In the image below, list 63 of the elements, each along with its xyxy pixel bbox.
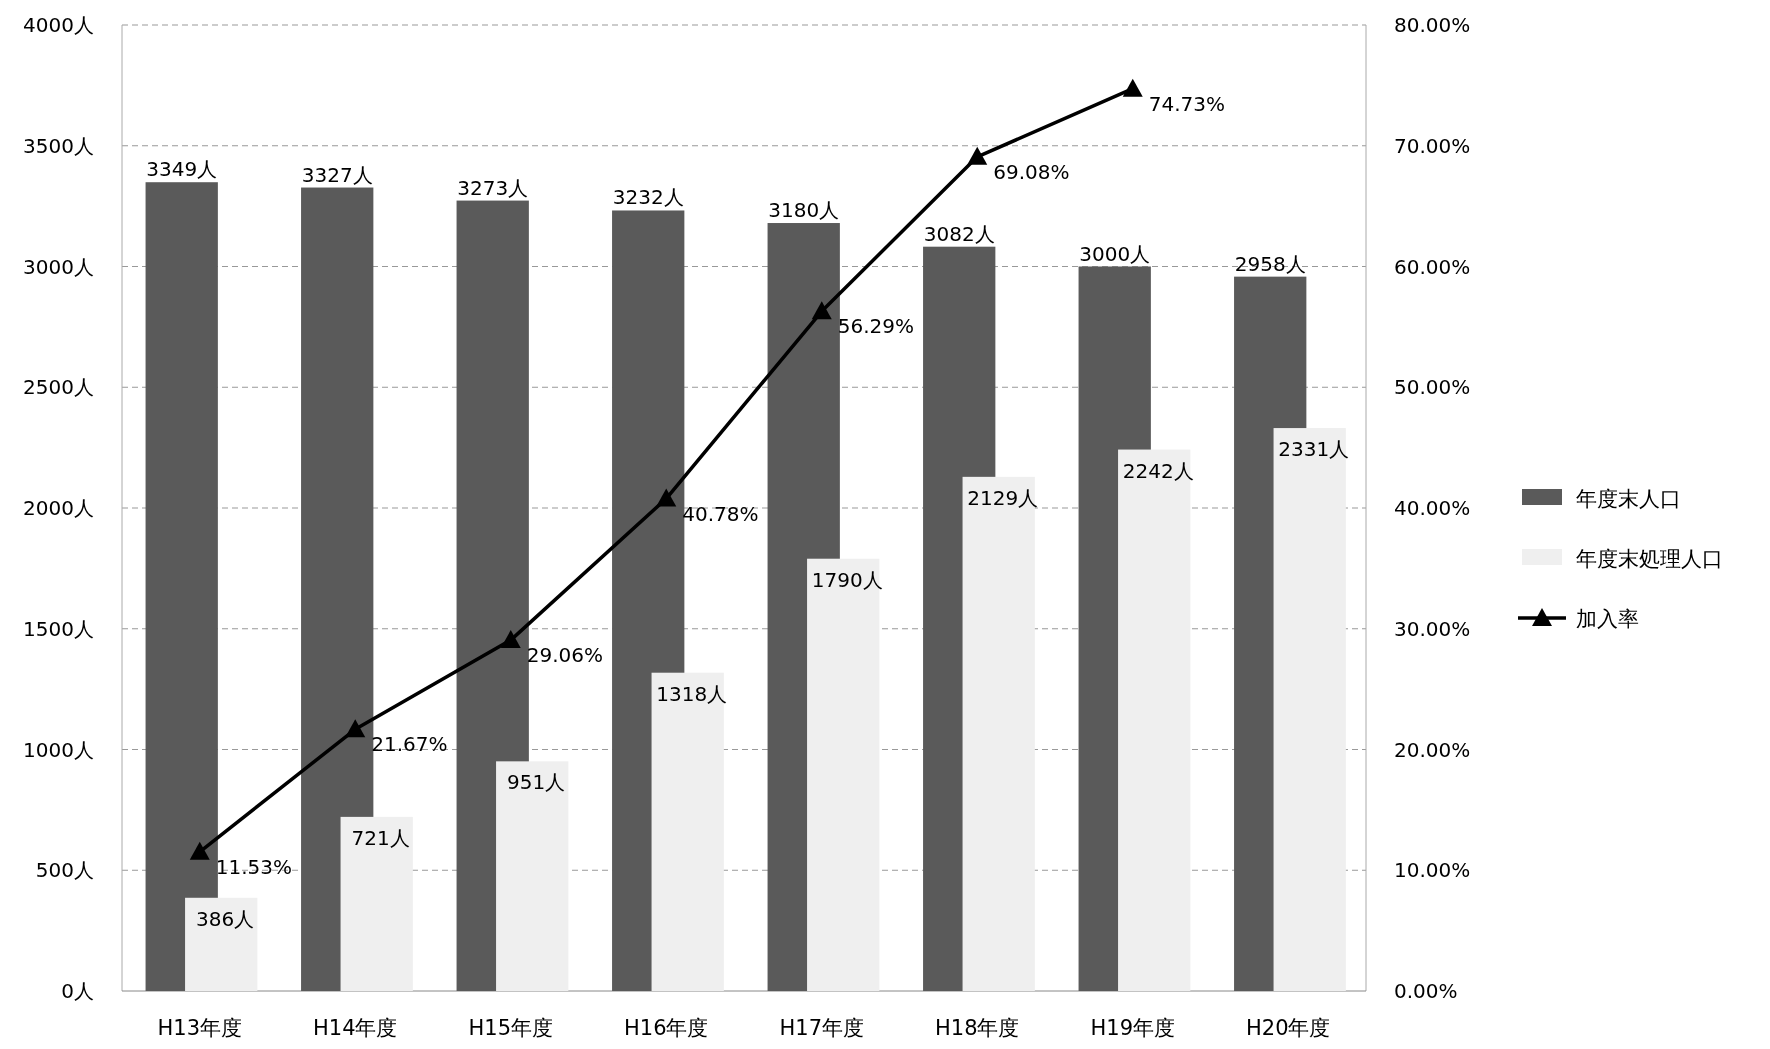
y2-tick-label: 60.00%	[1394, 254, 1471, 279]
x-tick-label: H18年度	[934, 1016, 1020, 1040]
data-label: 951人	[507, 770, 566, 795]
x-tick-label: H17年度	[779, 1016, 865, 1040]
y2-tick-label: 0.00%	[1394, 979, 1458, 1003]
bar	[185, 897, 258, 991]
bar	[962, 476, 1035, 991]
point	[1122, 78, 1143, 97]
data-label: 2242人	[1122, 458, 1194, 483]
bar	[1118, 449, 1191, 991]
y2-tick-label: 40.00%	[1394, 496, 1471, 520]
y2-tick-label: 30.00%	[1394, 616, 1471, 641]
data-label: 386人	[196, 906, 255, 931]
x-tick-label: H19年度	[1090, 1016, 1176, 1040]
legend-label: 加入率	[1576, 607, 1639, 631]
point	[500, 630, 521, 649]
y-tick-label: 0人	[61, 979, 94, 1003]
y-tick-label: 3500人	[23, 133, 94, 158]
data-label: 3349人	[146, 157, 218, 182]
data-label: 721人	[351, 825, 410, 850]
data-label: 3180人	[768, 198, 840, 223]
data-label: 3000人	[1079, 241, 1151, 266]
data-label: 11.53%	[215, 854, 293, 879]
y-tick-label: 500人	[35, 858, 94, 883]
data-label: 1318人	[656, 681, 728, 706]
x-tick-label: H14年度	[312, 1016, 398, 1040]
bar	[496, 761, 569, 991]
legend-label: 年度末処理人口	[1576, 547, 1723, 571]
x-tick-label: H13年度	[157, 1016, 243, 1040]
point	[656, 488, 677, 507]
data-label: 2958人	[1234, 251, 1306, 276]
y2-tick-label: 20.00%	[1394, 737, 1471, 762]
point	[189, 841, 210, 860]
data-label: 1790人	[811, 567, 883, 592]
x-tick-label: H15年度	[468, 1016, 554, 1040]
data-label: 3232人	[612, 185, 684, 210]
bar	[807, 558, 880, 991]
point	[811, 301, 832, 320]
data-label: 2129人	[967, 485, 1039, 510]
x-tick-label: H20年度	[1245, 1016, 1331, 1040]
bar	[340, 816, 413, 991]
data-label: 2331人	[1278, 437, 1350, 462]
y-tick-label: 2500人	[23, 375, 94, 400]
point	[345, 719, 366, 738]
bar	[1273, 428, 1346, 991]
data-label: 3273人	[457, 175, 529, 200]
legend-label: 年度末人口	[1576, 487, 1681, 511]
y-tick-label: 3000人	[23, 254, 94, 279]
x-tick-label: H16年度	[623, 1016, 709, 1040]
y-tick-label: 2000人	[23, 496, 94, 520]
data-label: 74.73%	[1148, 91, 1226, 116]
y2-tick-label: 80.00%	[1394, 13, 1471, 37]
data-label: 69.08%	[993, 159, 1070, 184]
y-tick-label: 1500人	[23, 616, 94, 641]
data-label: 3082人	[923, 221, 995, 246]
point	[967, 146, 988, 165]
y2-tick-label: 50.00%	[1394, 375, 1471, 400]
y-tick-label: 4000人	[23, 13, 94, 37]
y2-tick-label: 70.00%	[1394, 133, 1471, 158]
data-label: 3327人	[301, 162, 373, 187]
bar	[651, 672, 724, 991]
y2-tick-label: 10.00%	[1394, 858, 1471, 883]
y-tick-label: 1000人	[23, 737, 94, 762]
